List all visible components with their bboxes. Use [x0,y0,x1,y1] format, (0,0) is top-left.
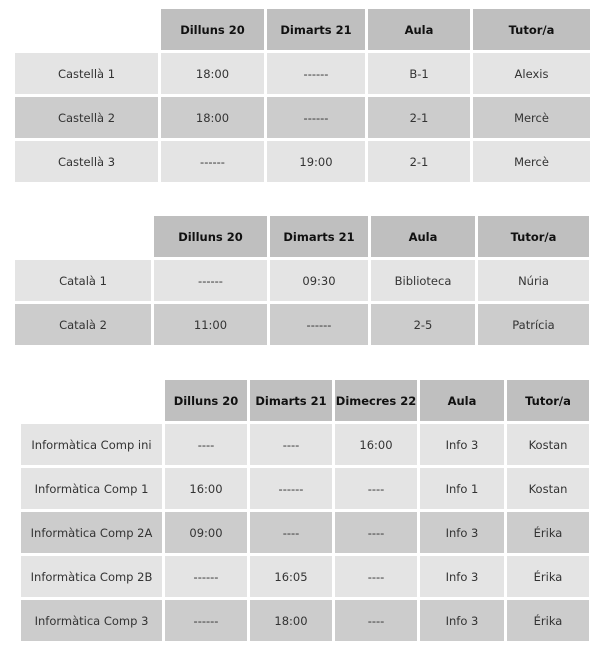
column-header: Tutor/a [473,9,590,50]
table-cell: ------ [267,97,365,138]
table-cell: Info 3 [420,424,504,465]
table-cell: ---- [335,468,417,509]
table-cell: 18:00 [250,600,332,641]
row-label-course: Informàtica Comp 2B [21,556,162,597]
table-cell: 09:30 [270,260,368,301]
table-cell: ---- [335,556,417,597]
table-cell: 19:00 [267,141,365,182]
table-cell: ------ [154,260,267,301]
table-cell: Biblioteca [371,260,475,301]
table-cell: ------ [270,304,368,345]
column-header: Dimarts 21 [270,216,368,257]
catala-schedule-table: Dilluns 20 Dimarts 21 Aula Tutor/a Català 1-… [15,216,589,345]
table-cell: ---- [335,600,417,641]
table-cell: Kostan [507,468,589,509]
table-cell: Kostan [507,424,589,465]
table-cell: 16:05 [250,556,332,597]
table-cell: 2-1 [368,97,470,138]
table-cell: Mercè [473,97,590,138]
column-header: Dilluns 20 [165,380,247,421]
table-cell: 18:00 [161,53,264,94]
column-header: Tutor/a [507,380,589,421]
table-cell: ---- [165,424,247,465]
header-corner-blank [15,9,158,50]
column-header: Dimarts 21 [250,380,332,421]
table-cell: 16:00 [165,468,247,509]
table-cell: Érika [507,512,589,553]
column-header: Tutor/a [478,216,589,257]
row-label-course: Informàtica Comp 2A [21,512,162,553]
table-cell: ------ [250,468,332,509]
table-cell: 2-5 [371,304,475,345]
row-label-course: Castellà 1 [15,53,158,94]
table-cell: 11:00 [154,304,267,345]
table-cell: Patrícia [478,304,589,345]
row-label-course: Informàtica Comp ini [21,424,162,465]
informatica-schedule-table: Dilluns 20 Dimarts 21 Dimecres 22 Aula Tutor… [21,380,589,641]
row-label-course: Informàtica Comp 1 [21,468,162,509]
row-label-course: Castellà 2 [15,97,158,138]
castella-schedule-table: Dilluns 20 Dimarts 21 Aula Tutor/a Castellà … [15,9,590,182]
table-cell: Info 3 [420,600,504,641]
table-cell: 09:00 [165,512,247,553]
table-cell: ---- [335,512,417,553]
column-header: Aula [420,380,504,421]
column-header: Aula [371,216,475,257]
column-header: Aula [368,9,470,50]
header-corner-blank [21,380,162,421]
table-cell: Info 3 [420,556,504,597]
table-cell: 16:00 [335,424,417,465]
table-cell: Info 1 [420,468,504,509]
table-cell: ---- [250,424,332,465]
row-label-course: Català 1 [15,260,151,301]
row-label-course: Informàtica Comp 3 [21,600,162,641]
table-cell: ------ [165,600,247,641]
column-header: Dilluns 20 [154,216,267,257]
table-cell: Érika [507,556,589,597]
table-cell: ------ [161,141,264,182]
row-label-course: Català 2 [15,304,151,345]
column-header: Dilluns 20 [161,9,264,50]
table-cell: B-1 [368,53,470,94]
table-cell: 2-1 [368,141,470,182]
table-cell: ---- [250,512,332,553]
table-cell: Info 3 [420,512,504,553]
table-cell: Érika [507,600,589,641]
table-cell: ------ [165,556,247,597]
header-corner-blank [15,216,151,257]
table-cell: 18:00 [161,97,264,138]
table-cell: Alexis [473,53,590,94]
row-label-course: Castellà 3 [15,141,158,182]
column-header: Dimarts 21 [267,9,365,50]
column-header: Dimecres 22 [335,380,417,421]
table-cell: Mercè [473,141,590,182]
table-cell: ------ [267,53,365,94]
table-cell: Núria [478,260,589,301]
